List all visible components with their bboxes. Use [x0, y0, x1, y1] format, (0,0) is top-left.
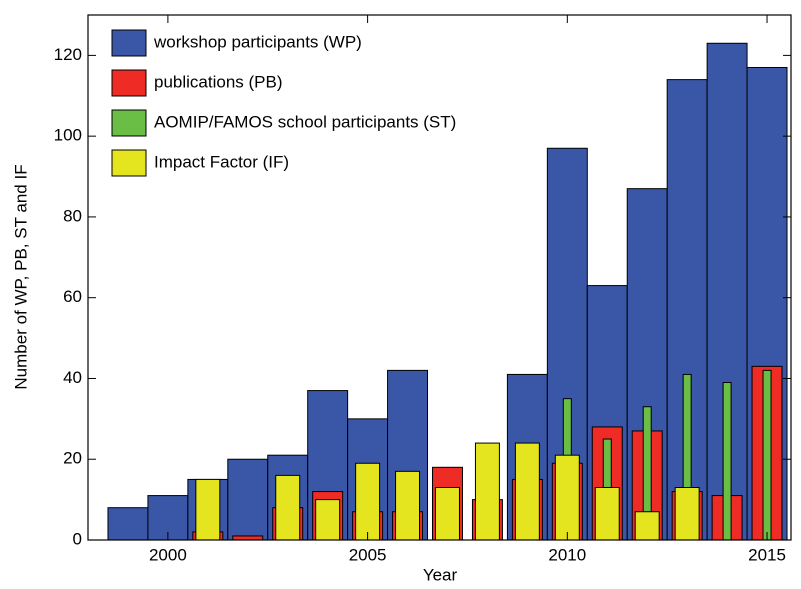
x-tick-label: 2005	[349, 545, 387, 564]
legend-swatch	[111, 149, 147, 177]
y-tick-label: 40	[63, 368, 82, 387]
bar	[634, 511, 660, 541]
legend-swatch	[111, 29, 147, 57]
x-tick-label: 2015	[748, 545, 786, 564]
legend-swatch	[111, 109, 147, 137]
bar	[514, 442, 540, 541]
bar	[435, 487, 460, 541]
bar	[355, 462, 381, 541]
bar	[474, 442, 500, 541]
bar	[395, 470, 421, 541]
bar	[315, 499, 341, 541]
y-axis-label: Number of WP, PB, ST and IF	[11, 164, 30, 389]
bar	[594, 487, 620, 541]
x-tick-label: 2010	[548, 545, 586, 564]
legend-label: workshop participants (WP)	[153, 32, 362, 51]
y-tick-label: 100	[54, 126, 82, 145]
bar	[275, 474, 301, 541]
plot-frame	[87, 14, 792, 541]
y-tick-label: 60	[63, 287, 82, 306]
bar	[554, 454, 580, 541]
x-tick-label: 2000	[149, 545, 187, 564]
legend-label: Impact Factor (IF)	[154, 152, 289, 171]
legend-label: AOMIP/FAMOS school participants (ST)	[154, 112, 456, 131]
y-tick-label: 80	[63, 206, 82, 225]
bar	[722, 382, 732, 541]
bar	[195, 478, 221, 541]
y-tick-label: 0	[73, 529, 82, 548]
legend-label: publications (PB)	[154, 72, 283, 91]
y-tick-label: 120	[54, 45, 82, 64]
bar	[674, 487, 700, 541]
bar	[227, 458, 269, 541]
y-tick-label: 20	[63, 449, 82, 468]
bar	[232, 535, 264, 541]
x-axis-label: Year	[423, 565, 458, 584]
bar	[107, 507, 149, 541]
legend-swatch	[111, 69, 147, 97]
bar	[762, 369, 772, 541]
